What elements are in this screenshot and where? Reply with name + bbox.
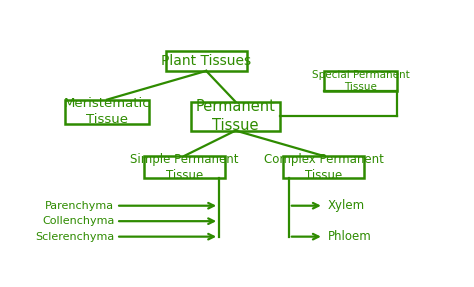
Text: Parenchyma: Parenchyma xyxy=(45,201,114,211)
Text: Phloem: Phloem xyxy=(328,230,371,243)
FancyBboxPatch shape xyxy=(324,71,397,91)
FancyBboxPatch shape xyxy=(283,156,364,178)
FancyBboxPatch shape xyxy=(191,102,280,131)
Text: Plant Tissues: Plant Tissues xyxy=(161,54,251,68)
FancyBboxPatch shape xyxy=(65,100,149,124)
Text: Permanent
Tissue: Permanent Tissue xyxy=(196,99,275,133)
Text: Complex Permanent
Tissue: Complex Permanent Tissue xyxy=(264,152,383,182)
Text: Collenchyma: Collenchyma xyxy=(42,216,114,226)
Text: Simple Permanent
Tissue: Simple Permanent Tissue xyxy=(130,152,238,182)
FancyBboxPatch shape xyxy=(144,156,225,178)
Text: Xylem: Xylem xyxy=(328,199,365,212)
Text: Special Permanent
Tissue: Special Permanent Tissue xyxy=(311,70,410,92)
Text: Sclerenchyma: Sclerenchyma xyxy=(35,232,114,242)
Text: Meristematic
Tissue: Meristematic Tissue xyxy=(64,97,150,126)
FancyBboxPatch shape xyxy=(166,51,246,71)
